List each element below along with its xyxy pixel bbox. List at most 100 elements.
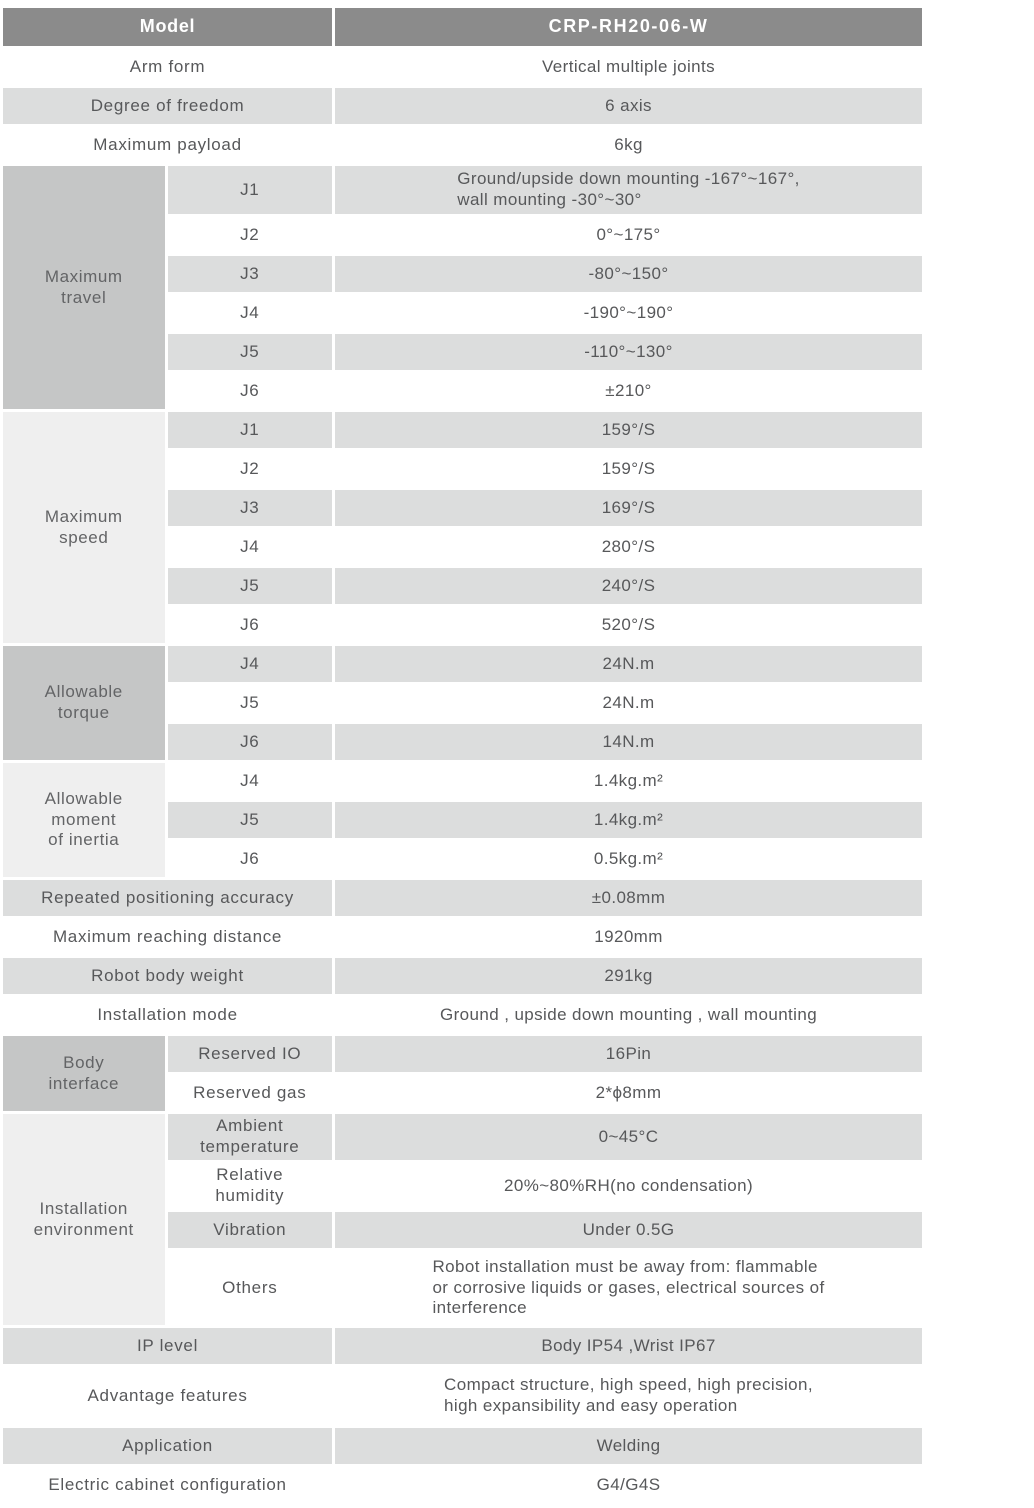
group-cell: Allowable torque (3, 646, 165, 760)
label-cell: J5 (167, 334, 333, 370)
value-text: 159°/S (601, 419, 656, 439)
table-row: Maximum travel J1 Ground/upside down mount… (3, 166, 922, 409)
value-text: 280°/S (601, 536, 656, 556)
value-cell: 1.4kg.m² (335, 763, 922, 799)
label-cell: Robot body weight (3, 958, 333, 994)
model-header-cell: Model (3, 8, 333, 46)
table-row: Maximum reaching distance 1920mm (3, 919, 922, 955)
label-cell: J2 (167, 451, 333, 487)
table-row: IP level Body IP54 ,Wrist IP67 (3, 1328, 922, 1364)
table-row: Application Welding (3, 1428, 922, 1464)
value-text: CRP-RH20-06-W (548, 16, 709, 37)
group-cell: Body interface (3, 1036, 165, 1111)
value-text: Under 0.5G (582, 1219, 675, 1239)
table-row: J6 14N.m (3, 724, 922, 760)
value-cell: ±0.08mm (335, 880, 922, 916)
table-row: Electric cabinet configuration G4/G4S (3, 1467, 922, 1503)
table-row: Model CRP-RH20-06-W (3, 8, 922, 46)
value-cell: 1.4kg.m² (335, 802, 922, 838)
value-text: 2*ϕ8mm (595, 1082, 662, 1102)
value-text: Body IP54 ,Wrist IP67 (541, 1335, 716, 1355)
table-row: Body interface Reserved IO 16Pin (3, 1036, 922, 1111)
table-row: Relative humidity 20%~80%RH(no condensati… (3, 1163, 922, 1209)
table-row: J5 -110°~130° (3, 334, 922, 370)
value-text: Vertical multiple joints (541, 56, 716, 76)
table-row: J6 ±210° (3, 373, 922, 409)
label-cell: Maximum reaching distance (3, 919, 333, 955)
value-cell: Compact structure, high speed, high prec… (335, 1367, 922, 1425)
value-text: -110°~130° (584, 341, 673, 361)
value-cell: 159°/S (335, 451, 922, 487)
value-cell: 16Pin (335, 1036, 922, 1072)
table-row: Installation environment Ambient temperat… (3, 1114, 922, 1325)
value-text: G4/G4S (596, 1474, 661, 1494)
label-cell: Arm form (3, 49, 333, 85)
value-cell: Ground/upside down mounting -167°~167°, … (335, 166, 922, 214)
table-row: J3 -80°~150° (3, 256, 922, 292)
table-row: Arm form Vertical multiple joints (3, 49, 922, 85)
table-row: J6 0.5kg.m² (3, 841, 922, 877)
label-cell: J4 (167, 295, 333, 331)
value-text: 24N.m (602, 692, 655, 712)
value-cell: Under 0.5G (335, 1212, 922, 1248)
value-text: 1.4kg.m² (593, 809, 664, 829)
value-text: 0~45°C (598, 1126, 659, 1146)
label-cell: Electric cabinet configuration (3, 1467, 333, 1503)
label-cell: J1 (167, 412, 333, 448)
table-row: J2 0°~175° (3, 217, 922, 253)
label-cell: Degree of freedom (3, 88, 333, 124)
value-text: 1.4kg.m² (593, 770, 664, 790)
label-cell: Maximum payload (3, 127, 333, 163)
value-cell: 520°/S (335, 607, 922, 643)
table-row: Maximum payload 6kg (3, 127, 922, 163)
table-row: J6 520°/S (3, 607, 922, 643)
value-text: 6 axis (605, 95, 652, 115)
value-text: 6kg (614, 134, 643, 154)
label-cell: J6 (167, 607, 333, 643)
value-cell: 6 axis (335, 88, 922, 124)
value-text: Robot installation must be away from: fl… (432, 1256, 825, 1318)
group-cell: Maximum travel (3, 166, 165, 409)
label-cell: J3 (167, 490, 333, 526)
label-cell: J6 (167, 373, 333, 409)
value-cell: Body IP54 ,Wrist IP67 (335, 1328, 922, 1364)
table-row: J5 1.4kg.m² (3, 802, 922, 838)
label-cell: J4 (167, 763, 333, 799)
label-cell: J5 (167, 802, 333, 838)
group-cell: Allowable moment of inertia (3, 763, 165, 877)
value-cell: 0~45°C (335, 1114, 922, 1160)
value-text: -190°~190° (583, 302, 674, 322)
value-text: 24N.m (602, 653, 655, 673)
label-cell: J6 (167, 724, 333, 760)
label-cell: Vibration (167, 1212, 333, 1248)
label-cell: J2 (167, 217, 333, 253)
value-cell: 2*ϕ8mm (335, 1075, 922, 1111)
table-row: Robot body weight 291kg (3, 958, 922, 994)
table-row: J5 240°/S (3, 568, 922, 604)
value-cell: 291kg (335, 958, 922, 994)
value-text: 1920mm (594, 926, 663, 946)
value-text: 240°/S (601, 575, 656, 595)
table-row: Vibration Under 0.5G (3, 1212, 922, 1248)
value-cell: 14N.m (335, 724, 922, 760)
value-text: Ground , upside down mounting , wall mou… (439, 1004, 818, 1024)
label-cell: Reserved IO (167, 1036, 333, 1072)
value-text: 14N.m (602, 731, 655, 751)
label-cell: Relative humidity (167, 1163, 333, 1209)
value-cell: G4/G4S (335, 1467, 922, 1503)
table-row: Reserved gas 2*ϕ8mm (3, 1075, 922, 1111)
table-row: J5 24N.m (3, 685, 922, 721)
value-cell: 0.5kg.m² (335, 841, 922, 877)
table-row: Advantage features Compact structure, hig… (3, 1367, 922, 1425)
value-cell: 24N.m (335, 685, 922, 721)
table-row: Allowable torque J4 24N.m (3, 646, 922, 760)
value-text: 16Pin (605, 1043, 652, 1063)
value-text: 0°~175° (596, 224, 661, 244)
value-text: ±210° (605, 380, 652, 400)
label-cell: J5 (167, 685, 333, 721)
label-cell: Others (167, 1251, 333, 1325)
table-row: J3 169°/S (3, 490, 922, 526)
label-cell: IP level (3, 1328, 333, 1364)
label-cell: J5 (167, 568, 333, 604)
